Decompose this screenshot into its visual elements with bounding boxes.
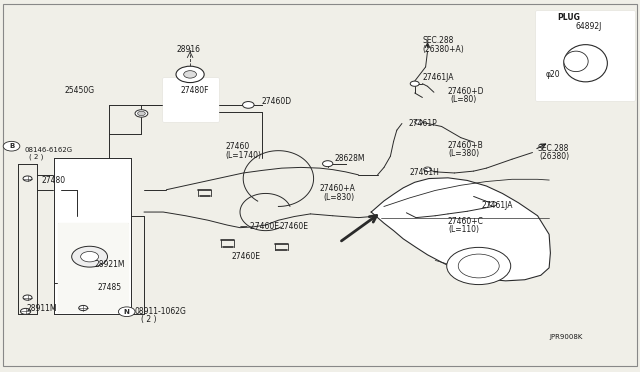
Circle shape <box>458 254 499 278</box>
Text: 27460+D: 27460+D <box>448 87 484 96</box>
Text: 27460+A: 27460+A <box>320 185 356 193</box>
Text: 27461P: 27461P <box>408 119 437 128</box>
Text: 64892J: 64892J <box>576 22 602 31</box>
Circle shape <box>81 251 99 262</box>
Ellipse shape <box>564 45 607 82</box>
Circle shape <box>23 176 32 181</box>
Polygon shape <box>58 223 128 312</box>
Circle shape <box>79 305 88 311</box>
Text: N: N <box>124 309 130 315</box>
Text: B: B <box>9 143 14 149</box>
Text: 27460+C: 27460+C <box>448 217 484 226</box>
Text: 27485: 27485 <box>97 283 122 292</box>
Text: ( 2 ): ( 2 ) <box>29 154 43 160</box>
Text: 28628M: 28628M <box>334 154 365 163</box>
Circle shape <box>184 71 196 78</box>
Text: (L=830): (L=830) <box>323 193 355 202</box>
Circle shape <box>20 308 31 314</box>
Text: PLUG: PLUG <box>557 13 580 22</box>
Ellipse shape <box>564 51 588 71</box>
Circle shape <box>118 307 135 317</box>
Circle shape <box>135 110 148 117</box>
Text: 25450G: 25450G <box>65 86 95 95</box>
Text: 27480F: 27480F <box>181 86 209 95</box>
Text: — 27460E: — 27460E <box>240 222 279 231</box>
Polygon shape <box>54 158 131 314</box>
Circle shape <box>424 167 431 171</box>
Text: (L=80): (L=80) <box>450 95 476 104</box>
Text: 27461JA: 27461JA <box>422 73 454 81</box>
Text: (L=110): (L=110) <box>448 225 479 234</box>
Circle shape <box>410 81 419 86</box>
Text: 28921M: 28921M <box>95 260 125 269</box>
Polygon shape <box>536 11 634 100</box>
Text: 27460D: 27460D <box>261 97 291 106</box>
Circle shape <box>176 66 204 83</box>
Polygon shape <box>163 78 218 121</box>
Text: 27460E: 27460E <box>232 252 260 261</box>
Text: (L=1740): (L=1740) <box>225 151 261 160</box>
Text: 27460: 27460 <box>225 142 250 151</box>
Circle shape <box>447 247 511 285</box>
Circle shape <box>415 120 422 124</box>
Text: 28911M: 28911M <box>27 304 58 313</box>
Text: 08911-1062G: 08911-1062G <box>134 307 186 316</box>
Text: 28916: 28916 <box>177 45 201 54</box>
Text: SEC.288: SEC.288 <box>422 36 454 45</box>
Text: 27460E: 27460E <box>280 222 308 231</box>
Text: 27461H: 27461H <box>410 169 440 177</box>
Text: φ20: φ20 <box>545 70 560 79</box>
Text: ( 2 ): ( 2 ) <box>141 315 156 324</box>
Circle shape <box>243 102 254 108</box>
Text: (26380+A): (26380+A) <box>422 45 464 54</box>
Text: (26380): (26380) <box>540 153 570 161</box>
Circle shape <box>489 202 497 206</box>
Text: SEC.288: SEC.288 <box>538 144 569 153</box>
Circle shape <box>138 111 145 116</box>
Text: 27461JA: 27461JA <box>482 201 513 210</box>
Text: 27460+B: 27460+B <box>448 141 484 150</box>
Circle shape <box>3 141 20 151</box>
Text: 08146-6162G: 08146-6162G <box>24 147 72 153</box>
Text: (L=380): (L=380) <box>448 149 479 158</box>
Circle shape <box>72 246 108 267</box>
Text: 27480: 27480 <box>42 176 66 185</box>
Text: JPR9008K: JPR9008K <box>549 334 582 340</box>
Polygon shape <box>371 178 550 281</box>
Circle shape <box>23 295 32 300</box>
Circle shape <box>323 161 333 167</box>
